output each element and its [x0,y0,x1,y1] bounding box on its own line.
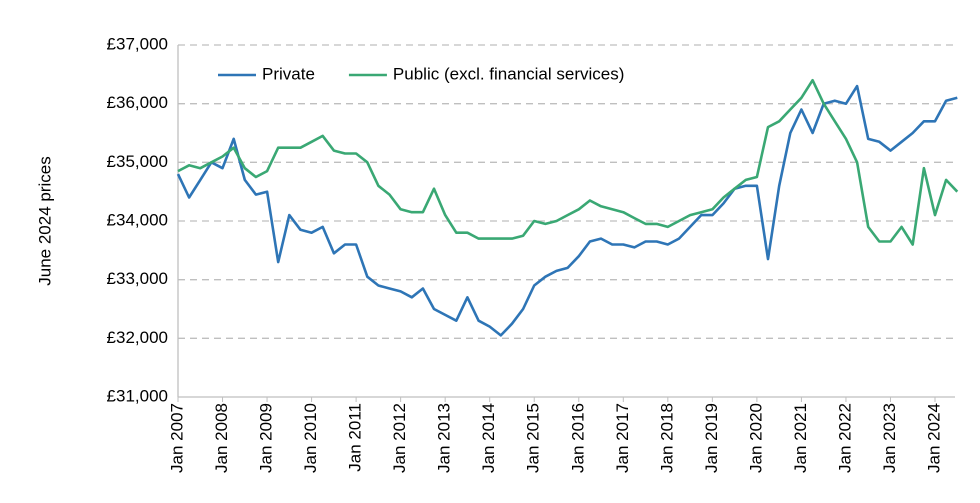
y-tick-label: £33,000 [107,269,168,288]
y-tick-label: £32,000 [107,328,168,347]
y-tick-label: £34,000 [107,210,168,229]
x-tick-label: Jan 2015 [524,403,543,473]
y-tick-label: £37,000 [107,34,168,53]
series-line [176,84,958,337]
y-tick-label: £36,000 [107,93,168,112]
x-tick-label: Jan 2012 [390,403,409,473]
y-axis-label: June 2024 prices [35,156,54,285]
x-tick-label: Jan 2022 [835,403,854,473]
x-tick-label: Jan 2011 [346,403,365,472]
x-tick-label: Jan 2009 [257,403,276,473]
x-tick-label: Jan 2014 [479,403,498,473]
x-tick-label: Jan 2007 [167,403,186,473]
x-tick-label: Jan 2023 [880,403,899,473]
x-tick-label: Jan 2013 [435,403,454,473]
x-tick-label: Jan 2016 [568,403,587,473]
y-tick-label: £31,000 [107,386,168,405]
x-tick-label: Jan 2020 [746,403,765,473]
y-tick-label: £35,000 [107,152,168,171]
x-tick-label: Jan 2017 [613,403,632,473]
legend-label: Public (excl. financial services) [393,64,624,83]
x-tick-label: Jan 2024 [924,403,943,473]
x-tick-label: Jan 2010 [301,403,320,473]
x-tick-label: Jan 2008 [212,403,231,473]
legend-label: Private [262,64,315,83]
series-line [177,78,959,246]
x-tick-label: Jan 2019 [702,403,721,473]
x-tick-label: Jan 2018 [657,403,676,473]
x-tick-label: Jan 2021 [791,403,810,473]
